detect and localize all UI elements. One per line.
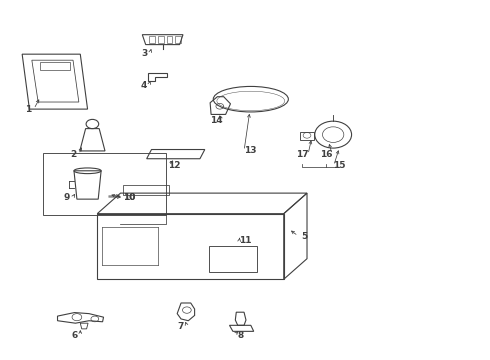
Bar [175, 36, 181, 43]
Text: 2: 2 [70, 150, 76, 159]
Text: 6: 6 [72, 331, 77, 340]
Text: 16: 16 [320, 150, 333, 159]
Text: 11: 11 [239, 237, 251, 246]
Text: 1: 1 [25, 105, 31, 114]
Text: 3: 3 [141, 49, 147, 58]
Text: 4: 4 [140, 81, 147, 90]
Text: 17: 17 [296, 150, 309, 159]
Text: 9: 9 [64, 193, 70, 202]
Text: 10: 10 [122, 193, 135, 202]
Text: 12: 12 [169, 161, 181, 170]
Text: 7: 7 [178, 321, 184, 330]
Text: 14: 14 [210, 116, 222, 125]
Text: 8: 8 [237, 331, 243, 340]
Text: 13: 13 [244, 147, 256, 156]
Bar [40, 62, 70, 70]
Bar [149, 36, 155, 43]
Text: 10: 10 [122, 193, 135, 202]
Bar [158, 36, 164, 43]
Text: 5: 5 [301, 231, 307, 240]
Bar [167, 36, 172, 43]
Text: 15: 15 [333, 161, 346, 170]
Bar [43, 153, 166, 215]
